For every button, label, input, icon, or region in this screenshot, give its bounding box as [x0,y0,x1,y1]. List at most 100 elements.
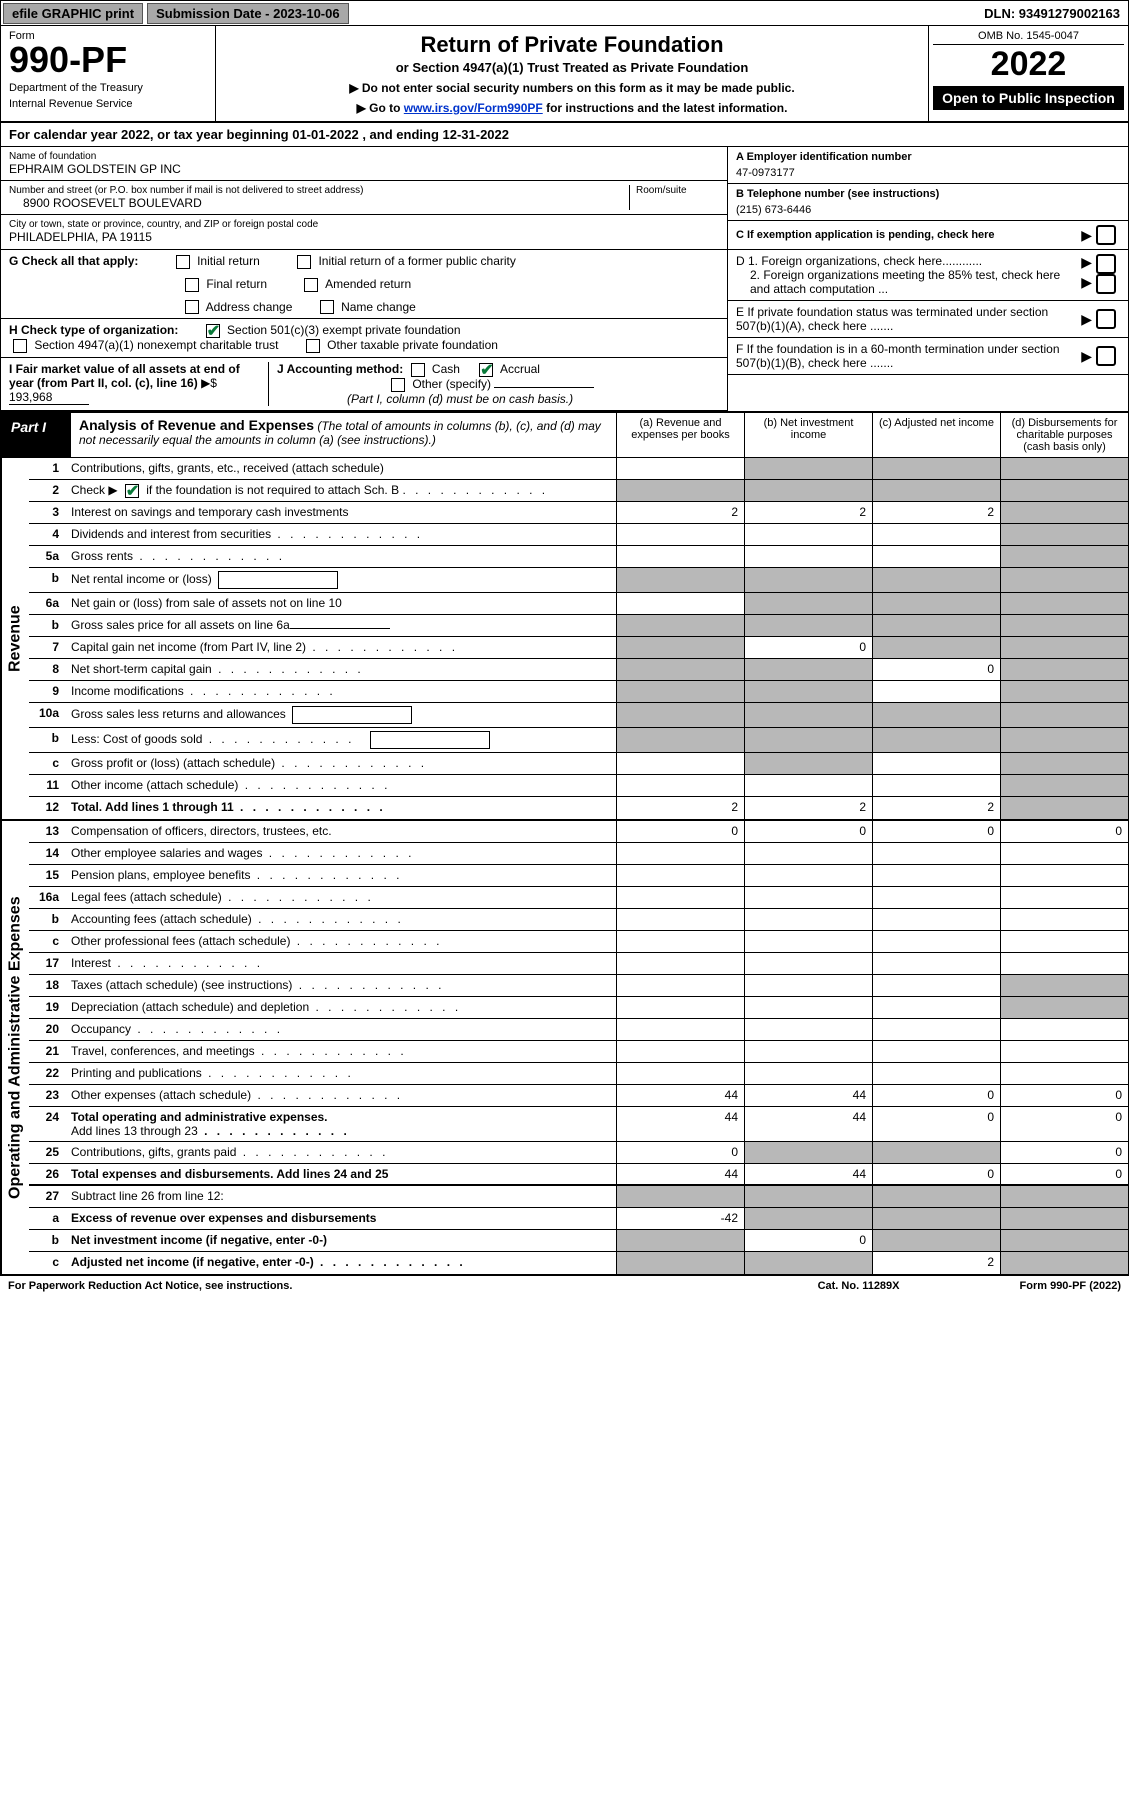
row-num: 13 [29,821,65,842]
cell-a [616,775,744,796]
irs-link[interactable]: www.irs.gov/Form990PF [404,101,543,115]
cell-b [744,953,872,974]
cell-c [872,865,1000,886]
cell-b [744,843,872,864]
accrual-checkbox[interactable] [479,363,493,377]
cell-d [1000,593,1128,614]
cell-c [872,997,1000,1018]
cell-d [1000,909,1128,930]
cell-b [744,593,872,614]
table-row: 27 Subtract line 26 from line 12: [29,1186,1128,1208]
cell-a [616,728,744,752]
final-return-checkbox[interactable] [185,278,199,292]
final-return-label: Final return [206,277,267,291]
row-num: 25 [29,1142,65,1163]
table-row: b Less: Cost of goods sold [29,728,1128,753]
other-taxable-checkbox[interactable] [306,339,320,353]
row-desc: Net rental income or (loss) [65,568,616,592]
table-row: 19 Depreciation (attach schedule) and de… [29,997,1128,1019]
address-change-checkbox[interactable] [185,300,199,314]
row-num: 15 [29,865,65,886]
cell-c [872,1063,1000,1084]
e-checkbox[interactable] [1096,309,1116,329]
cell-a [616,953,744,974]
cell-c [872,1230,1000,1251]
initial-former-label: Initial return of a former public charit… [318,254,515,268]
cell-d [1000,797,1128,819]
col-b-header: (b) Net investment income [744,413,872,457]
table-row: 5a Gross rents [29,546,1128,568]
cell-c: 2 [872,502,1000,523]
cell-a [616,659,744,680]
cell-b [744,458,872,479]
omb-number: OMB No. 1545-0047 [933,30,1124,45]
amended-return-checkbox[interactable] [304,278,318,292]
cell-b [744,775,872,796]
cell-b: 2 [744,797,872,819]
sch-b-checkbox[interactable] [125,484,139,498]
cell-b [744,1252,872,1274]
cell-d [1000,887,1128,908]
row-desc: Legal fees (attach schedule) [65,887,616,908]
cell-d [1000,753,1128,774]
cell-d [1000,1252,1128,1274]
row-desc: Other employee salaries and wages [65,843,616,864]
cell-a [616,703,744,727]
501c3-checkbox[interactable] [206,324,220,338]
row-num: 11 [29,775,65,796]
table-row: 26 Total expenses and disbursements. Add… [29,1164,1128,1186]
row-num: 12 [29,797,65,819]
cell-c [872,728,1000,752]
cell-c [872,480,1000,501]
cell-b [744,753,872,774]
initial-return-checkbox[interactable] [176,255,190,269]
row-num: 20 [29,1019,65,1040]
4947-checkbox[interactable] [13,339,27,353]
cell-c [872,975,1000,996]
topbar: efile GRAPHIC print Submission Date - 20… [0,0,1129,26]
row-num: 24 [29,1107,65,1141]
tel-label: B Telephone number (see instructions) [736,188,1120,200]
cell-d [1000,1019,1128,1040]
f-checkbox[interactable] [1096,346,1116,366]
row-num: 4 [29,524,65,545]
table-row: c Adjusted net income (if negative, ente… [29,1252,1128,1274]
cell-a [616,1019,744,1040]
cell-c [872,1041,1000,1062]
cell-d [1000,458,1128,479]
cell-d [1000,997,1128,1018]
city-label: City or town, state or province, country… [9,219,719,230]
name-change-checkbox[interactable] [320,300,334,314]
d1-checkbox[interactable] [1096,254,1116,274]
c-checkbox[interactable] [1096,225,1116,245]
tax-year: 2022 [933,45,1124,84]
arrow-icon: ▶ [1081,274,1092,290]
cell-c [872,753,1000,774]
cash-checkbox[interactable] [411,363,425,377]
initial-return-label: Initial return [197,254,260,268]
cell-b: 44 [744,1164,872,1184]
initial-former-checkbox[interactable] [297,255,311,269]
cell-b [744,1142,872,1163]
accrual-label: Accrual [500,362,540,376]
d2-checkbox[interactable] [1096,274,1116,294]
row-num: 17 [29,953,65,974]
row-num: 19 [29,997,65,1018]
submission-date: Submission Date - 2023-10-06 [147,3,349,24]
row-desc: Interest on savings and temporary cash i… [65,502,616,523]
cell-a [616,615,744,636]
instruct-post: for instructions and the latest informat… [543,101,788,115]
row-desc: Contributions, gifts, grants paid [65,1142,616,1163]
efile-graphic-print-button[interactable]: efile GRAPHIC print [3,3,143,24]
row-num: b [29,568,65,592]
row-num: 22 [29,1063,65,1084]
cell-d [1000,1041,1128,1062]
cell-d [1000,681,1128,702]
row-num: 27 [29,1186,65,1207]
cell-a [616,568,744,592]
cell-d: 0 [1000,1107,1128,1141]
other-method-checkbox[interactable] [391,378,405,392]
cell-d: 0 [1000,1085,1128,1106]
cell-a: -42 [616,1208,744,1229]
addr-label: Number and street (or P.O. box number if… [9,185,629,196]
